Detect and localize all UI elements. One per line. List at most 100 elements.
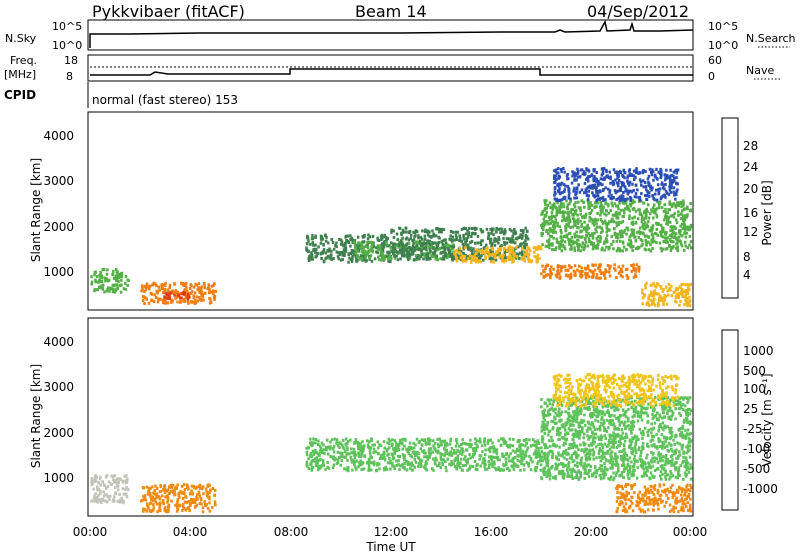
power-cell xyxy=(675,168,678,172)
power-cell xyxy=(468,254,472,258)
power-cell xyxy=(619,233,622,236)
power-cell xyxy=(393,248,397,252)
power-cell xyxy=(652,281,655,285)
power-cell xyxy=(631,174,634,178)
velocity-cell xyxy=(525,438,528,442)
velocity-cell xyxy=(587,427,590,431)
velocity-cell xyxy=(376,440,379,444)
power-cell xyxy=(549,227,552,230)
power-cell xyxy=(564,219,568,223)
velocity-cell xyxy=(155,502,159,506)
power-cell xyxy=(651,246,654,250)
velocity-cell xyxy=(523,468,526,472)
power-cell xyxy=(391,250,394,254)
power-cell xyxy=(447,243,450,247)
velocity-cell xyxy=(317,458,321,462)
power-cell xyxy=(555,178,558,182)
power-cell xyxy=(573,273,576,277)
power-cell xyxy=(384,255,387,259)
power-cell xyxy=(462,237,466,241)
power-cell xyxy=(97,280,100,284)
power-cell xyxy=(381,247,385,251)
velocity-cell xyxy=(316,452,320,456)
power-cell xyxy=(566,177,569,181)
velocity-cell xyxy=(605,429,609,433)
power-cell xyxy=(544,244,548,248)
velocity-cell xyxy=(93,494,96,498)
power-cell xyxy=(646,191,650,195)
velocity-cell xyxy=(659,425,662,428)
power-cell xyxy=(557,176,560,180)
power-cell xyxy=(611,204,614,208)
power-cell xyxy=(145,282,149,286)
power-cell xyxy=(571,217,575,221)
power-cell xyxy=(555,275,559,279)
power-cell xyxy=(603,178,606,181)
power-cell xyxy=(671,246,674,250)
velocity-cell xyxy=(417,462,421,466)
velocity-cell xyxy=(600,410,604,414)
power-cell xyxy=(604,198,607,202)
power-cell xyxy=(477,252,480,256)
power-cell xyxy=(103,276,106,280)
velocity-cell xyxy=(196,485,199,489)
velocity-cell xyxy=(398,454,401,458)
velocity-cell xyxy=(615,446,619,449)
velocity-cell xyxy=(142,498,146,501)
velocity-cell xyxy=(603,442,607,446)
power-cell xyxy=(677,230,681,234)
power-cell xyxy=(470,252,474,256)
velocity-cell xyxy=(165,489,168,493)
velocity-cell xyxy=(661,407,664,411)
velocity-cell xyxy=(610,413,613,417)
power-cell xyxy=(431,246,435,250)
velocity-cell xyxy=(651,452,655,456)
power-cell xyxy=(583,205,586,209)
velocity-cell xyxy=(546,404,549,408)
power-cell xyxy=(583,245,587,249)
power-cell xyxy=(689,240,693,244)
power-cell xyxy=(370,259,374,263)
power-cell xyxy=(119,290,123,294)
velocity-cell xyxy=(657,440,660,444)
power-cell xyxy=(586,223,589,227)
power-cell xyxy=(647,220,650,224)
velocity-cell xyxy=(608,447,612,451)
power-cell xyxy=(559,167,563,171)
power-cell xyxy=(335,241,338,245)
power-cell xyxy=(106,268,109,272)
velocity-cell xyxy=(178,495,181,499)
power-cell xyxy=(619,230,622,234)
power-cell xyxy=(615,181,619,185)
velocity-cell xyxy=(196,493,199,497)
velocity-cell xyxy=(546,411,550,415)
velocity-cell xyxy=(676,456,680,460)
power-cell xyxy=(592,177,595,181)
velocity-cell xyxy=(481,461,484,465)
power-cell xyxy=(155,289,158,293)
velocity-cell xyxy=(363,455,367,459)
power-cell xyxy=(469,246,472,250)
velocity-cell xyxy=(308,454,312,458)
power-cell xyxy=(542,224,546,228)
power-cell xyxy=(500,243,503,247)
velocity-cell xyxy=(548,477,552,481)
velocity-cell xyxy=(667,473,670,477)
power-cell xyxy=(633,235,636,239)
velocity-cell xyxy=(435,464,439,468)
velocity-cell xyxy=(101,480,104,484)
velocity-cell xyxy=(550,406,553,410)
velocity-cell xyxy=(529,458,533,462)
velocity-cell xyxy=(662,428,665,432)
power-cell xyxy=(562,234,566,238)
power-cell xyxy=(407,241,411,245)
power-cell xyxy=(664,240,668,244)
velocity-cell xyxy=(635,476,639,480)
power-cell xyxy=(553,205,556,209)
power-cell xyxy=(620,270,624,274)
power-cell xyxy=(424,245,428,249)
velocity-cell xyxy=(624,436,627,439)
power-cell xyxy=(393,254,396,258)
power-cell xyxy=(622,245,626,249)
velocity-cell xyxy=(558,414,561,418)
